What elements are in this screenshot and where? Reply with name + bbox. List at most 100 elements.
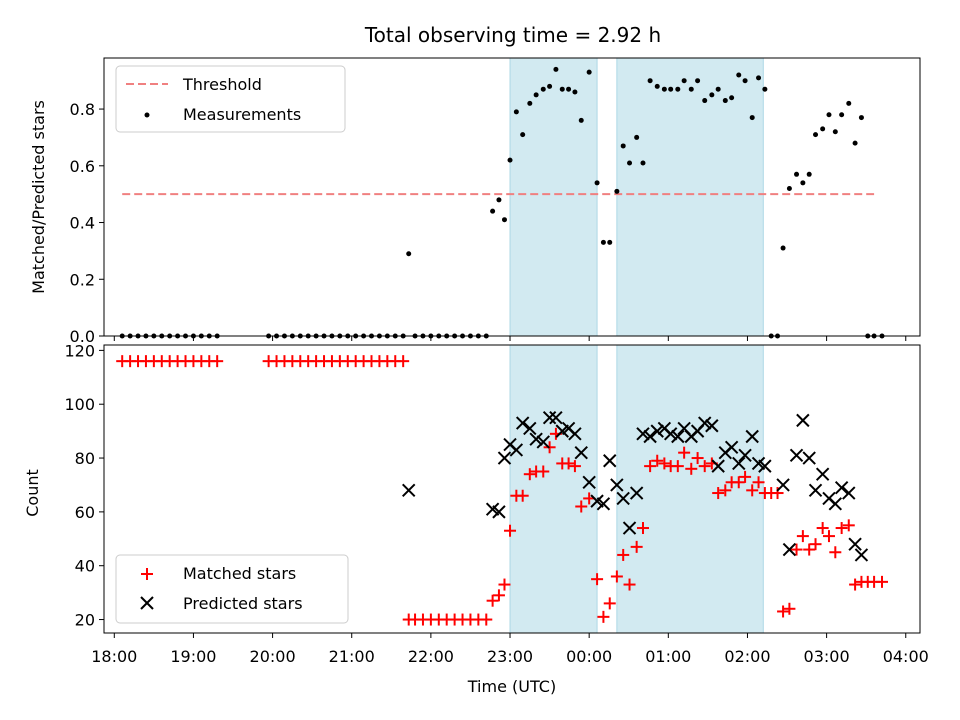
measurements-point <box>578 117 584 123</box>
measurements-point <box>813 132 819 138</box>
predicted-stars-point <box>782 542 797 557</box>
matched-stars-point <box>537 465 550 478</box>
measurements-point <box>736 72 742 78</box>
predicted-stars-point <box>834 480 849 495</box>
predicted-stars-point <box>738 448 752 463</box>
predicted-stars-point <box>536 435 550 449</box>
measurements-point <box>675 86 681 92</box>
bottom-panel-ylabel: Count <box>23 469 42 517</box>
measurements-point <box>820 126 826 132</box>
matched-stars-point <box>816 522 829 535</box>
observing-window-0 <box>509 57 598 337</box>
x-tick-label: 22:00 <box>408 647 454 666</box>
predicted-stars-point <box>603 454 617 468</box>
measurements-point <box>681 78 687 84</box>
legend-measurements-swatch <box>144 112 150 118</box>
top-legend: Threshold Measurements <box>115 65 346 133</box>
measurements-point <box>794 171 800 177</box>
matched-stars-point <box>783 602 796 615</box>
predicted-stars-point <box>629 486 644 500</box>
x-tick-label: 19:00 <box>170 647 216 666</box>
matched-stars-point <box>685 462 698 475</box>
matched-stars-point <box>698 460 711 473</box>
y-tick-label: 0.6 <box>70 157 95 176</box>
predicted-stars-point <box>745 429 759 444</box>
measurements-point <box>559 86 565 92</box>
x-tick-label: 01:00 <box>645 647 691 666</box>
matched-stars-point <box>603 597 616 610</box>
measurements-point <box>620 143 626 149</box>
predicted-stars-point <box>732 456 746 471</box>
measurements-point <box>496 197 502 203</box>
measurements-point <box>572 89 578 95</box>
observing-window-1 <box>616 344 764 634</box>
predicted-stars-point <box>815 467 830 481</box>
predicted-stars-point <box>523 421 537 436</box>
predicted-stars-point <box>643 429 657 444</box>
x-tick-label: 03:00 <box>804 647 850 666</box>
measurements-point <box>406 251 412 257</box>
matched-stars-point <box>480 613 493 626</box>
x-tick-label: 18:00 <box>91 647 137 666</box>
matched-stars-point <box>591 573 604 586</box>
matched-stars-point <box>712 487 725 500</box>
measurements-point <box>688 86 694 92</box>
matched-stars-point <box>671 460 684 473</box>
measurements-point <box>806 171 812 177</box>
matched-stars-point <box>516 489 529 502</box>
matched-stars-point <box>617 548 630 561</box>
measurements-point <box>780 245 786 251</box>
measurements-point <box>634 134 640 140</box>
y-tick-label: 80 <box>75 449 95 468</box>
x-axis-label: Time (UTC) <box>467 677 556 696</box>
predicted-stars-point <box>515 416 530 430</box>
measurements-point <box>600 239 606 245</box>
predicted-stars-point <box>549 410 563 425</box>
measurements-point <box>668 86 674 92</box>
bottom-legend: Matched stars Predicted stars <box>115 554 349 624</box>
matched-stars-point <box>746 484 759 497</box>
predicted-stars-point <box>808 483 823 498</box>
y-tick-label: 0.2 <box>70 270 95 289</box>
matched-stars-point <box>630 540 643 553</box>
measurements-point <box>647 78 653 84</box>
matched-stars-point <box>796 530 809 543</box>
matched-stars-point <box>504 524 517 537</box>
y-tick-label: 40 <box>75 557 95 576</box>
predicted-stars-point <box>698 416 712 430</box>
matched-stars-point <box>623 578 636 591</box>
predicted-stars-point <box>492 505 506 519</box>
measurements-point <box>614 188 620 194</box>
matched-stars-point <box>562 457 575 470</box>
observing-window-1 <box>616 57 764 337</box>
measurements-point <box>566 86 572 92</box>
y-tick-label: 0.8 <box>70 100 95 119</box>
predicted-stars-point <box>802 451 816 465</box>
matched-stars-point <box>777 605 790 618</box>
measurements-point <box>607 239 613 245</box>
predicted-stars-point <box>796 413 810 428</box>
predicted-stars-point <box>663 427 678 441</box>
matched-stars-point <box>397 355 410 368</box>
predicted-stars-point <box>650 424 664 438</box>
matched-stars-point <box>211 355 224 368</box>
matched-stars-point <box>486 594 499 607</box>
predicted-stars-point <box>671 429 685 444</box>
y-tick-label: 120 <box>64 341 95 360</box>
matched-stars-point <box>829 546 842 559</box>
matched-stars-point <box>568 460 581 473</box>
measurements-point <box>661 86 667 92</box>
predicted-stars-point <box>705 419 719 433</box>
matched-stars-point <box>732 476 745 489</box>
matched-stars-point <box>597 610 610 623</box>
measurements-point <box>800 180 806 186</box>
matched-stars-point <box>835 522 848 535</box>
predicted-stars-point <box>509 443 524 457</box>
measurements-point <box>709 92 715 98</box>
predicted-stars-point <box>529 432 543 446</box>
matched-stars-point <box>523 468 536 481</box>
x-tick-label: 23:00 <box>487 647 533 666</box>
x-tick-label: 04:00 <box>883 647 929 666</box>
predicted-stars-point <box>789 448 804 463</box>
measurements-point <box>695 78 701 84</box>
